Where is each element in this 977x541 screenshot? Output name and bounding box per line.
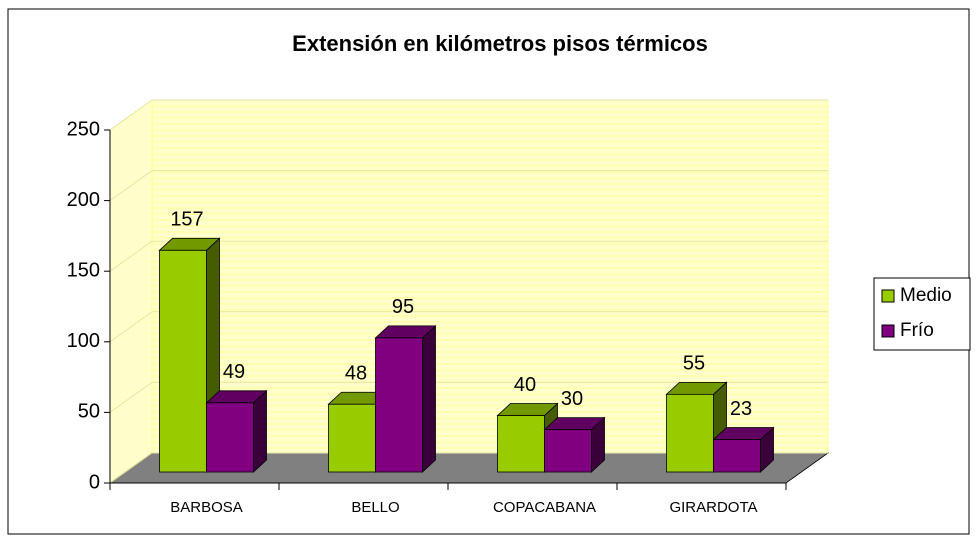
- bar: [206, 402, 254, 473]
- data-label: 55: [683, 353, 705, 375]
- bar: [375, 337, 423, 473]
- data-label: 40: [514, 374, 536, 396]
- x-tick-label: BARBOSA: [170, 499, 243, 516]
- side-wall: [109, 99, 153, 484]
- data-label: 95: [392, 296, 414, 318]
- y-tick-label: 50: [78, 401, 100, 423]
- bar-side: [253, 389, 267, 473]
- grid-line: [109, 452, 153, 484]
- legend-swatch: [881, 289, 895, 303]
- data-label: 48: [345, 363, 367, 385]
- bar-side: [422, 324, 436, 473]
- data-label: 157: [170, 209, 203, 231]
- bar: [713, 439, 761, 473]
- legend-swatch: [881, 324, 895, 338]
- legend-label: Frío: [900, 320, 934, 341]
- chart-title: Extensión en kilómetros pisos térmicos: [292, 31, 708, 56]
- bar: [328, 403, 376, 473]
- grid-line: [109, 240, 153, 272]
- legend-label: Medio: [900, 285, 952, 306]
- y-tick-label: 150: [67, 259, 100, 281]
- grid-line: [109, 170, 153, 202]
- y-tick-label: 200: [67, 189, 100, 211]
- data-label: 49: [223, 361, 245, 383]
- grid-line: [109, 381, 153, 413]
- grid-line: [109, 99, 153, 131]
- y-tick-label: 250: [67, 118, 100, 140]
- bar: [497, 415, 545, 473]
- data-label: 23: [730, 398, 752, 420]
- grid-line: [109, 311, 153, 343]
- x-tick-label: BELLO: [351, 499, 399, 516]
- y-tick-label: 0: [89, 471, 100, 493]
- bar: [159, 249, 207, 473]
- x-tick-label: GIRARDOTA: [669, 499, 757, 516]
- y-tick-label: 100: [67, 330, 100, 352]
- bar: [666, 393, 714, 473]
- x-tick-label: COPACABANA: [493, 499, 596, 516]
- bar: [544, 429, 592, 473]
- data-label: 30: [561, 388, 583, 410]
